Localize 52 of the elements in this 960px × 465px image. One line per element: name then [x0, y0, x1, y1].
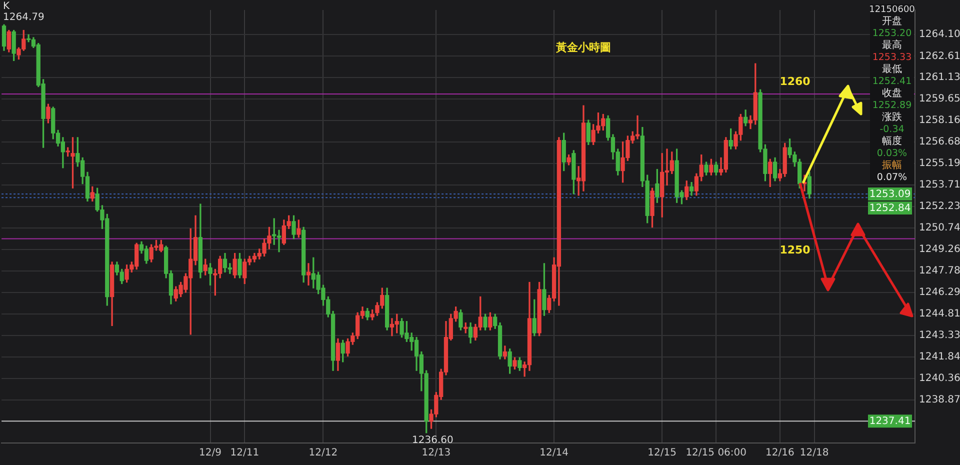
- annotation: 1252.41: [872, 76, 912, 88]
- ref-line-label: 1250: [780, 244, 811, 257]
- x-tick-label: 12/18: [800, 448, 829, 459]
- annotation: 12150600: [869, 4, 915, 16]
- annotation: 最高: [882, 40, 902, 52]
- annotation: -0.34: [880, 124, 904, 136]
- x-tick-label: 12/16: [766, 448, 794, 459]
- x-tick-label: 12/13: [422, 448, 451, 459]
- ref-line-label: 1253.09: [869, 189, 911, 200]
- annotation: 1236.60: [412, 435, 454, 446]
- y-tick-label: 1238.87: [919, 394, 960, 406]
- y-tick-label: 1259.65: [919, 94, 960, 105]
- ref-line-label: 1260: [780, 74, 811, 88]
- y-tick-label: 1256.68: [919, 136, 960, 148]
- ref-line-label: 1237.41: [869, 416, 911, 428]
- y-tick-label: 1247.78: [919, 266, 960, 277]
- x-tick-label: 12/14: [540, 448, 568, 459]
- annotation: 涨跌: [882, 112, 902, 124]
- y-tick-label: 1255.19: [919, 158, 960, 170]
- y-tick-label: 1252.23: [919, 201, 960, 212]
- x-tick-label: 12/15: [648, 448, 676, 459]
- annotation: 开盘: [882, 16, 902, 28]
- y-tick-label: 1244.81: [919, 308, 960, 320]
- annotation: 最低: [882, 64, 902, 76]
- annotation: 1252.89: [872, 100, 912, 112]
- y-tick-label: 1264.10: [919, 29, 960, 40]
- x-tick-label: 12/11: [230, 448, 260, 459]
- annotation: 幅度: [882, 136, 902, 148]
- y-tick-label: 1262.61: [919, 50, 960, 62]
- annotation: 1253.20: [872, 28, 912, 40]
- annotation: 振幅: [882, 160, 902, 172]
- text: 黃金小時圖: [556, 40, 611, 55]
- x-tick-label: 12/15 06:00: [686, 448, 747, 459]
- y-tick-label: 1240.36: [919, 373, 960, 384]
- y-tick-label: 1261.13: [919, 72, 960, 84]
- y-tick-label: 1241.84: [919, 352, 960, 363]
- y-tick-label: 1253.71: [919, 180, 960, 191]
- x-tick-label: 12/9: [199, 448, 222, 459]
- annotation: 0.03%: [876, 148, 908, 160]
- annotation: 1264.79: [3, 12, 44, 23]
- ref-line-label: 1252.84: [869, 203, 911, 214]
- annotation: K: [3, 1, 10, 12]
- y-tick-label: 1249.26: [919, 244, 960, 256]
- y-tick-label: 1243.33: [919, 330, 960, 341]
- annotation: 1253.33: [872, 52, 912, 64]
- candlestick: [306, 263, 311, 286]
- y-tick-label: 1250.74: [919, 222, 960, 234]
- y-tick-label: 1258.16: [919, 115, 960, 126]
- y-tick-label: 1246.29: [919, 287, 960, 298]
- annotation: 0.07%: [876, 172, 908, 184]
- annotation: 收盘: [882, 88, 902, 100]
- x-tick-label: 12/12: [308, 448, 338, 459]
